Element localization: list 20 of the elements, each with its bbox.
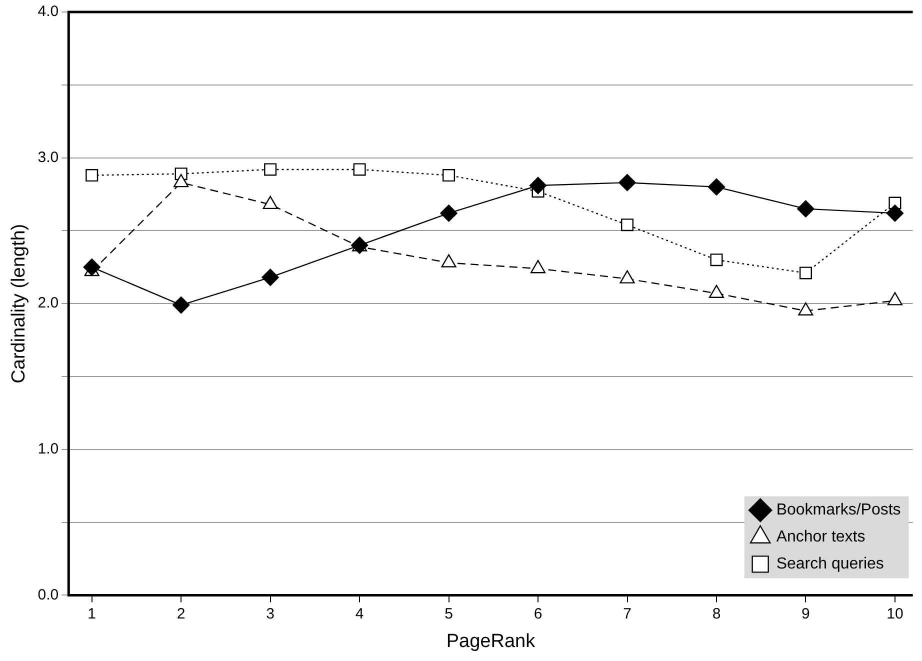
x-tick-label: 7 bbox=[623, 605, 632, 622]
legend-label: Bookmarks/Posts bbox=[776, 502, 901, 519]
y-tick-label: 3.0 bbox=[38, 148, 59, 166]
x-tick-label: 4 bbox=[355, 605, 364, 622]
legend-label: Search queries bbox=[776, 556, 884, 573]
y-tick-label: 2.0 bbox=[38, 294, 59, 312]
x-tick-label: 5 bbox=[444, 605, 453, 622]
y-tick-label: 4.0 bbox=[38, 3, 59, 20]
y-tick-label: 1.0 bbox=[38, 440, 59, 458]
x-tick-label: 2 bbox=[176, 605, 186, 622]
x-tick-label: 3 bbox=[266, 605, 274, 622]
x-tick-label: 1 bbox=[88, 605, 96, 622]
x-axis-title: PageRank bbox=[446, 630, 536, 652]
y-axis-title: Cardinality (length) bbox=[8, 224, 30, 384]
x-tick-label: 8 bbox=[712, 605, 721, 622]
y-tick-label: 0.0 bbox=[38, 586, 59, 604]
x-tick-label: 10 bbox=[886, 605, 904, 622]
legend-label: Anchor texts bbox=[776, 528, 866, 546]
x-tick-label: 9 bbox=[802, 605, 810, 622]
x-tick-label: 6 bbox=[534, 605, 542, 622]
